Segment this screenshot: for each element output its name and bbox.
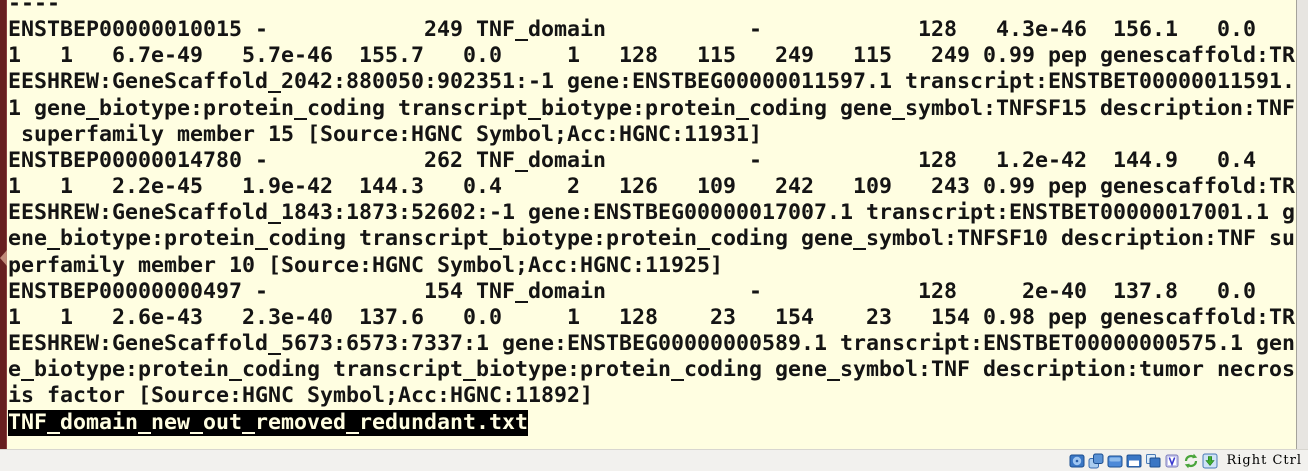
virtualbox-status-bar: Right Ctrl	[0, 449, 1308, 471]
auto-resize-icon[interactable]	[1183, 453, 1199, 469]
pane-collapse-arrow-icon[interactable]	[0, 250, 7, 266]
mouse-integration-icon[interactable]	[1202, 453, 1218, 469]
highlighted-filename: TNF_domain_new_out_removed_redundant.txt	[8, 409, 529, 436]
host-key-label: Right Ctrl	[1226, 453, 1302, 468]
network-icon[interactable]	[1107, 453, 1123, 469]
window-left-edge	[0, 0, 7, 449]
shared-folders-icon[interactable]	[1145, 453, 1161, 469]
hard-disk-icon[interactable]	[1069, 453, 1085, 469]
virtualization-chip-icon[interactable]	[1164, 453, 1180, 469]
optical-disc-icon[interactable]	[1088, 453, 1104, 469]
terminal-screen[interactable]: ---- ENSTBEP00000010015 - 249 TNF_domain…	[7, 0, 1296, 449]
display-icon[interactable]	[1126, 453, 1142, 469]
terminal-output: ---- ENSTBEP00000010015 - 249 TNF_domain…	[8, 0, 1296, 409]
window-right-edge	[1296, 0, 1308, 449]
terminal-highlight-row: TNF_domain_new_out_removed_redundant.txt	[7, 409, 1296, 436]
